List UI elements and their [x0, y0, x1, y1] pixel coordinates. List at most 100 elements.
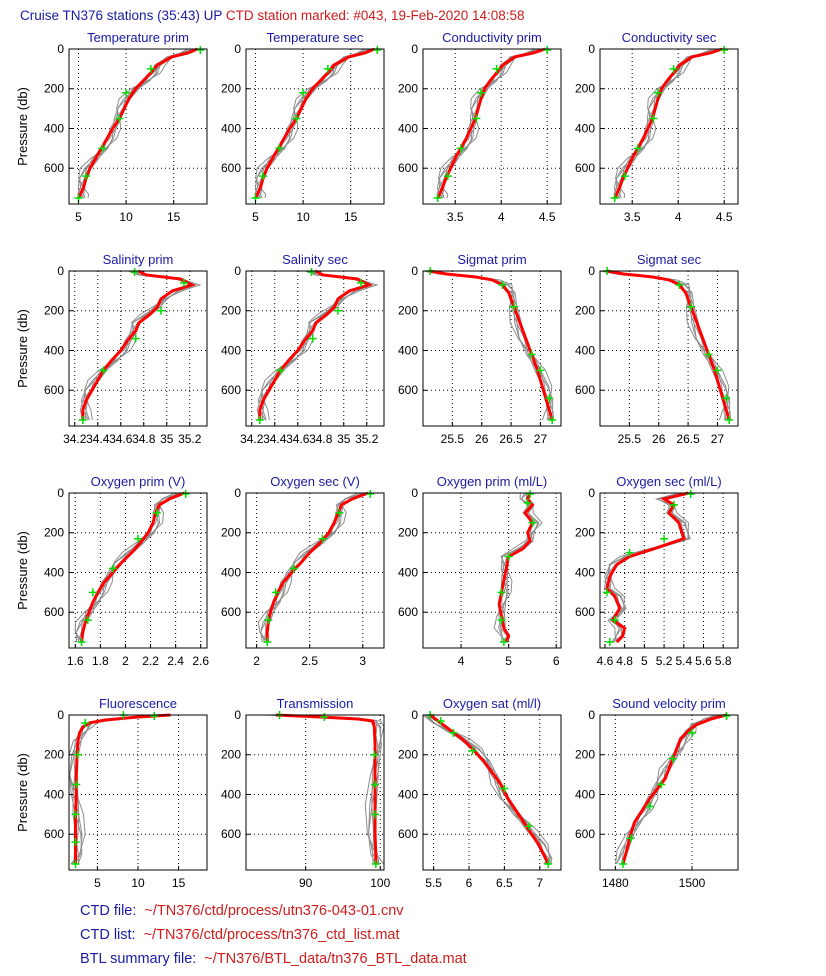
- other-station-profile: [270, 714, 382, 865]
- axes-frame: [422, 714, 562, 871]
- bottle-marker: [544, 860, 553, 869]
- bottle-marker: [370, 750, 379, 759]
- bottle-marker: [625, 548, 634, 557]
- other-station-profile: [277, 714, 379, 865]
- marked-station-profile: [613, 47, 723, 199]
- profile-panel: Temperature sec 5 10 15 0 200 400 600: [221, 30, 385, 224]
- other-station-profile: [272, 714, 382, 865]
- bottle-marker: [323, 64, 332, 73]
- axes-frame: [599, 270, 739, 427]
- bottle-marker: [259, 172, 268, 181]
- other-station-profile: [431, 270, 555, 421]
- panel-title: Salinity sec: [282, 252, 348, 267]
- bottle-marker: [108, 564, 117, 573]
- other-station-profile: [436, 48, 543, 199]
- ctd-list-path: ~/TN376/ctd/process/tn376_ctd_list.mat: [143, 927, 400, 943]
- x-tick-label: 26.5: [676, 432, 700, 446]
- x-tick-label: 35: [337, 432, 351, 446]
- x-tick-label: 3.5: [624, 210, 641, 224]
- x-tick-label: 5.8: [715, 654, 732, 668]
- x-tick-label: 5.5: [425, 876, 442, 890]
- bottle-marker: [468, 746, 477, 755]
- y-tick-label: 600: [221, 827, 241, 841]
- y-tick-label: 200: [398, 748, 418, 762]
- bottle-marker: [675, 280, 684, 289]
- other-station-profile: [75, 492, 182, 643]
- panel-title: Fluorescence: [99, 696, 177, 711]
- x-tick-label: 3: [359, 654, 366, 668]
- y-tick-label: 0: [411, 42, 418, 56]
- bottle-marker: [669, 500, 678, 509]
- bottle-marker: [657, 780, 666, 789]
- x-tick-label: 6: [466, 876, 473, 890]
- y-tick-label: 400: [221, 343, 241, 357]
- other-station-profile: [80, 492, 182, 643]
- other-station-profile: [613, 48, 720, 199]
- other-station-profile: [254, 48, 377, 199]
- ctd-list-label: CTD list:: [80, 927, 136, 943]
- panel-title: Oxygen prim (V): [91, 474, 186, 489]
- bottle-marker: [373, 45, 382, 54]
- x-tick-label: 7: [536, 876, 543, 890]
- y-tick-label: 0: [588, 42, 595, 56]
- y-tick-label: 0: [234, 264, 241, 278]
- y-tick-label: 400: [398, 121, 418, 135]
- profile-panel: Salinity prim 34.2 34.4 34.6 34.8 35 35.2 0 200 4…: [15, 252, 208, 446]
- x-tick-label: 5: [641, 654, 648, 668]
- bottle-marker: [436, 716, 445, 725]
- bottle-marker: [81, 718, 90, 727]
- x-tick-label: 34.2: [240, 432, 264, 446]
- y-tick-label: 600: [221, 383, 241, 397]
- bottle-marker: [78, 416, 87, 425]
- x-tick-label: 5: [94, 876, 101, 890]
- y-tick-label: 0: [411, 264, 418, 278]
- other-station-profile: [621, 714, 724, 865]
- profile-panel: Oxygen sec (ml/L) 4.6 4.8 5 5.2 5.4 5.6 5.8 0 200…: [575, 474, 739, 668]
- bottle-marker: [545, 394, 554, 403]
- other-station-profile: [263, 492, 370, 643]
- bottle-marker: [334, 306, 342, 315]
- axes-frame: [422, 48, 562, 205]
- other-station-profile: [83, 270, 197, 421]
- y-tick-label: 400: [221, 787, 241, 801]
- axes-frame: [422, 270, 562, 427]
- x-tick-label: 2.5: [301, 654, 318, 668]
- other-station-profile: [438, 48, 536, 199]
- profile-panel: Sigmat sec 25.5 26 26.5 27 0 200 400 600: [575, 252, 739, 446]
- axes-frame: [245, 270, 385, 427]
- bottle-marker: [292, 114, 301, 123]
- other-station-profile: [426, 714, 553, 865]
- x-tick-label: 34.6: [109, 432, 133, 446]
- bottle-marker: [122, 88, 131, 97]
- panel-title: Oxygen sec (ml/L): [616, 474, 721, 489]
- other-station-profile: [84, 270, 197, 421]
- panel-title: Oxygen sat (ml/l): [443, 696, 541, 711]
- bottle-marker: [318, 534, 327, 543]
- y-tick-label: 0: [57, 708, 64, 722]
- y-tick-label: 0: [234, 42, 241, 56]
- other-station-profile: [79, 48, 193, 199]
- bottle-marker: [527, 350, 536, 359]
- y-tick-label: 200: [221, 82, 241, 96]
- panel-title: Salinity prim: [103, 252, 174, 267]
- marked-station-profile: [429, 713, 550, 865]
- other-station-profile: [426, 270, 550, 421]
- bottle-marker: [99, 366, 108, 375]
- other-station-profile: [72, 714, 168, 865]
- axes-frame: [245, 714, 385, 871]
- y-tick-label: 200: [44, 82, 64, 96]
- bottle-marker: [720, 45, 729, 54]
- bottle-marker: [307, 267, 316, 276]
- y-tick-label: 0: [411, 486, 418, 500]
- x-tick-label: 35.2: [355, 432, 379, 446]
- other-station-profile: [616, 48, 718, 199]
- bottle-marker: [264, 616, 273, 625]
- btl-summary-label: BTL summary file:: [80, 951, 197, 967]
- other-station-profile: [84, 270, 202, 421]
- bottle-marker: [492, 64, 501, 73]
- profile-panel: Conductivity sec 3.5 4 4.5 0 200 400 600: [575, 30, 739, 224]
- bottle-marker: [289, 564, 298, 573]
- bottle-marker: [71, 860, 80, 869]
- x-tick-label: 2.4: [167, 654, 184, 668]
- y-tick-label: 0: [57, 264, 64, 278]
